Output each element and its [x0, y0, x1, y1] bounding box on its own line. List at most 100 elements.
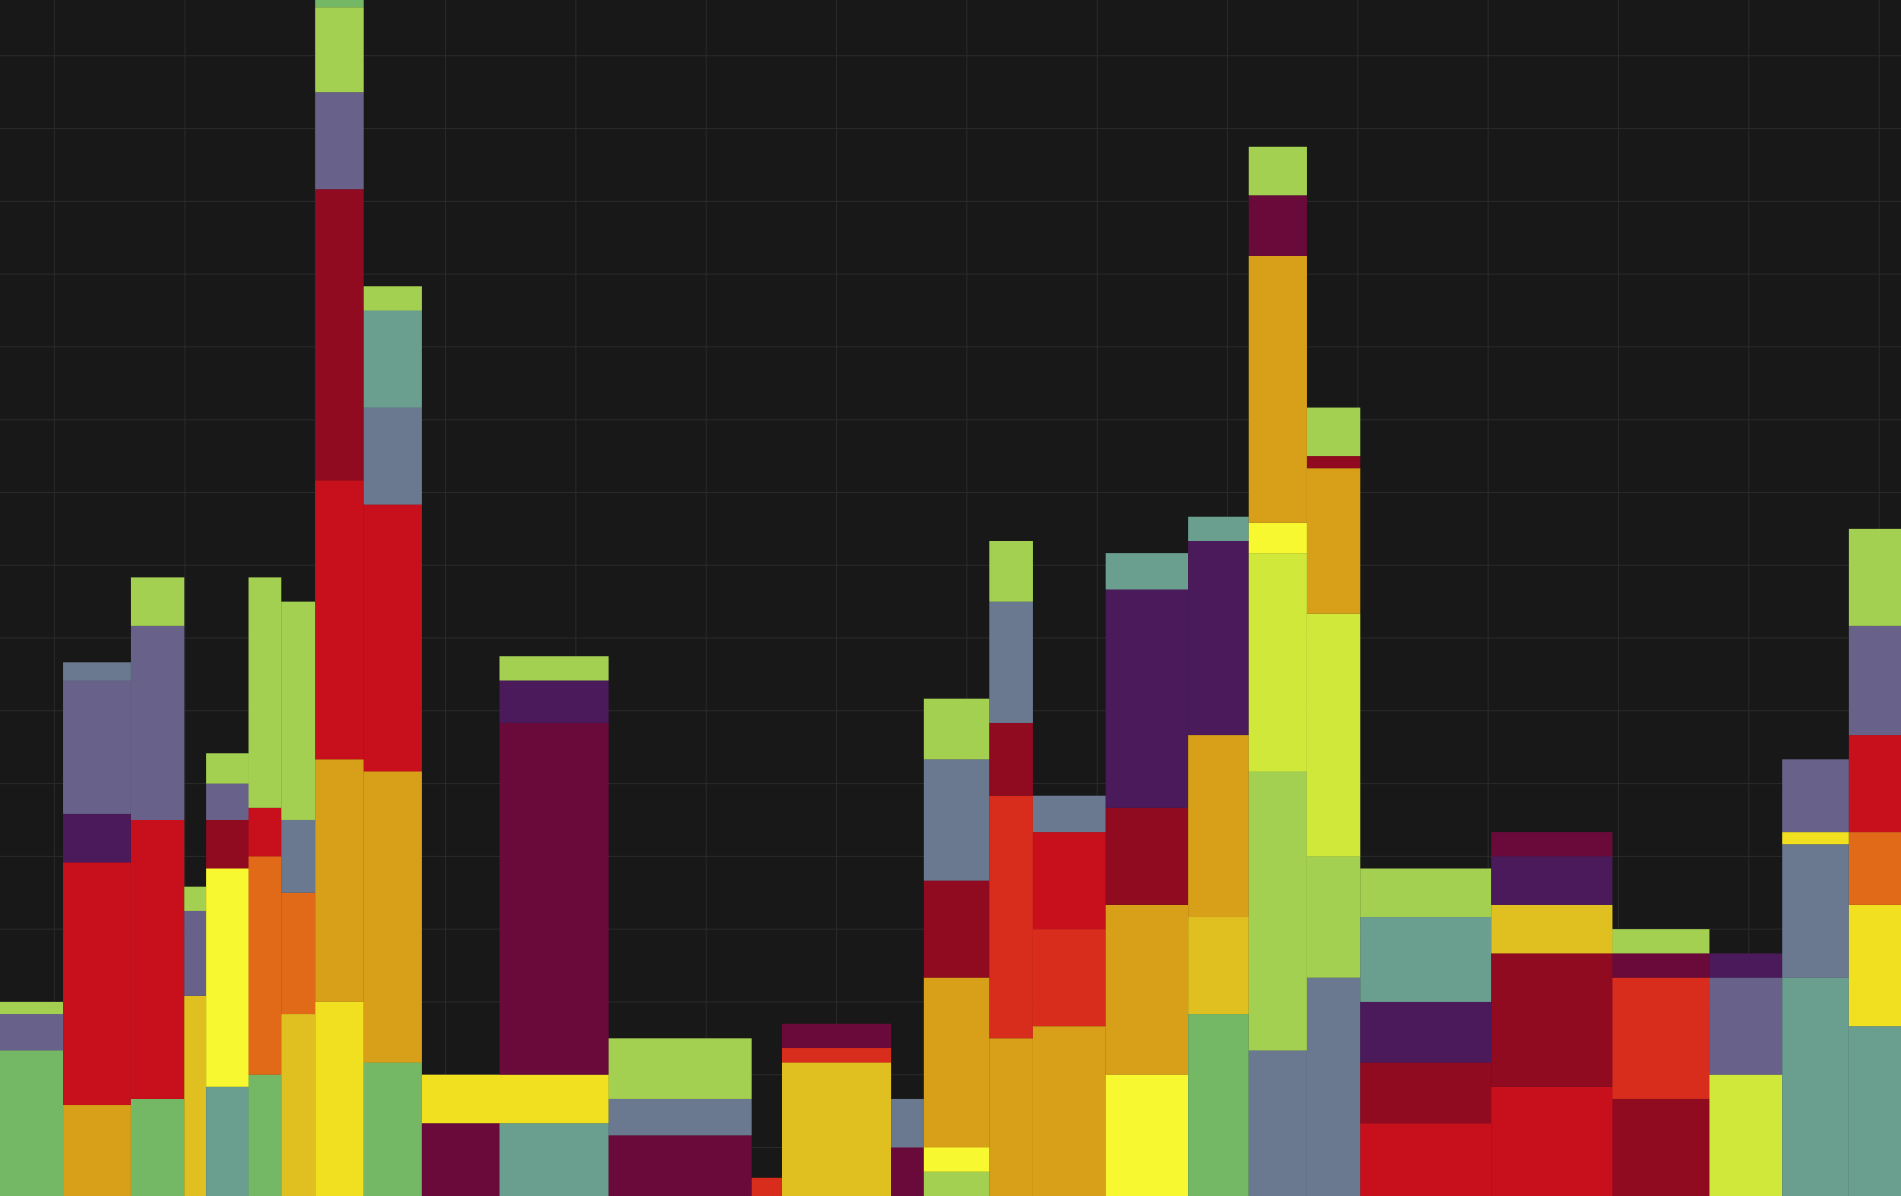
bar-segment-5-3 — [248, 577, 282, 808]
bar-segment-8-5 — [363, 286, 422, 311]
bar-segment-16-2 — [989, 722, 1033, 796]
bar-segment-7-4 — [315, 92, 364, 190]
bar-segment-8-1 — [363, 771, 422, 1063]
bar-segment-15-0 — [923, 1171, 990, 1196]
bar-segment-7-0 — [315, 1001, 364, 1196]
bar-segment-5-0 — [248, 1074, 282, 1196]
bar-segment-21-2 — [1306, 613, 1361, 857]
bar-segment-10-0 — [499, 1123, 609, 1196]
bar-segment-8-3 — [363, 407, 422, 505]
bar-segment-13-1 — [781, 1048, 892, 1063]
bar-segment-19-4 — [1188, 516, 1249, 541]
bar-segment-2-3 — [130, 577, 185, 626]
bar-segment-25-0 — [1709, 1074, 1783, 1196]
bar-segment-14-1 — [891, 1098, 924, 1148]
bar-segment-16-0 — [989, 1038, 1033, 1196]
bar-segment-27-4 — [1848, 625, 1901, 736]
bar-segment-20-4 — [1248, 255, 1307, 523]
bar-segment-15-3 — [923, 880, 990, 978]
bar-segment-19-3 — [1188, 540, 1249, 736]
bar-segment-23-1 — [1491, 953, 1613, 1087]
bar-segment-27-2 — [1848, 832, 1901, 905]
bar-segment-4-2 — [206, 819, 249, 869]
bar-segment-14-0 — [891, 1147, 924, 1196]
bar-segment-24-3 — [1612, 929, 1710, 954]
bar-segment-20-6 — [1248, 146, 1307, 196]
bar-segment-12-0 — [751, 1177, 782, 1196]
bar-segment-25-1 — [1709, 977, 1783, 1075]
bar-segment-27-3 — [1848, 735, 1901, 833]
bar-segment-21-5 — [1306, 407, 1361, 457]
bar-segment-24-1 — [1612, 977, 1710, 1099]
bar-segment-6-0 — [281, 1014, 316, 1196]
bar-segment-10-1 — [499, 1074, 609, 1124]
bar-segment-24-0 — [1612, 1098, 1710, 1196]
bar-segment-2-1 — [130, 819, 185, 1099]
bar-segment-11-0 — [608, 1135, 752, 1196]
bar-segment-22-4 — [1360, 868, 1492, 918]
bar-segment-9-1 — [421, 1074, 500, 1124]
bar-segment-27-1 — [1848, 904, 1901, 1027]
bar-segment-4-3 — [206, 783, 249, 820]
bar-segment-23-3 — [1491, 856, 1613, 905]
bar-segment-20-3 — [1248, 522, 1307, 554]
bar-segment-23-4 — [1491, 832, 1613, 857]
bar-segment-22-0 — [1360, 1123, 1492, 1196]
bar-segment-23-2 — [1491, 904, 1613, 954]
bar-segment-15-2 — [923, 977, 990, 1148]
bar-segment-0-2 — [0, 1001, 64, 1015]
bar-segment-21-4 — [1306, 456, 1361, 469]
bar-segment-22-3 — [1360, 917, 1492, 1002]
bar-segment-1-4 — [63, 662, 131, 681]
bar-segment-26-0 — [1782, 977, 1849, 1196]
bar-segment-25-2 — [1709, 953, 1783, 978]
bar-segment-3-0 — [184, 995, 207, 1196]
bar-segment-18-1 — [1105, 904, 1189, 1075]
bar-segment-8-2 — [363, 504, 422, 772]
bar-segment-7-6 — [315, 0, 364, 8]
bar-segment-21-1 — [1306, 856, 1361, 978]
bar-segment-5-1 — [248, 856, 282, 1075]
bar-segment-19-0 — [1188, 1014, 1249, 1196]
bar-segment-13-2 — [781, 1023, 892, 1049]
bar-segment-15-1 — [923, 1147, 990, 1172]
bar-segment-1-3 — [63, 680, 131, 814]
bar-segment-6-1 — [281, 892, 316, 1015]
bar-segment-3-1 — [184, 910, 207, 996]
bar-segment-19-2 — [1188, 735, 1249, 918]
bar-segment-16-4 — [989, 540, 1033, 602]
bar-segment-16-3 — [989, 601, 1033, 723]
bar-segment-7-2 — [315, 480, 364, 760]
bar-segment-22-1 — [1360, 1062, 1492, 1124]
bar-segment-22-2 — [1360, 1001, 1492, 1063]
bar-segment-23-0 — [1491, 1086, 1613, 1196]
bar-segment-0-1 — [0, 1014, 64, 1051]
bar-segment-8-4 — [363, 310, 422, 408]
bar-segment-26-3 — [1782, 759, 1849, 833]
bar-segment-1-1 — [63, 862, 131, 1106]
bar-segment-7-1 — [315, 759, 364, 1002]
bar-segment-10-3 — [499, 680, 609, 723]
bar-segment-8-0 — [363, 1062, 422, 1196]
bar-segment-9-0 — [421, 1123, 500, 1196]
bar-segment-17-2 — [1032, 832, 1106, 930]
bar-segment-20-0 — [1248, 1050, 1307, 1196]
bar-segment-18-0 — [1105, 1074, 1189, 1196]
bar-segment-20-1 — [1248, 771, 1307, 1051]
bar-segment-4-0 — [206, 1086, 249, 1196]
bar-segment-17-3 — [1032, 795, 1106, 833]
bar-segment-5-2 — [248, 807, 282, 857]
bar-segment-7-5 — [315, 7, 364, 93]
bar-segment-15-5 — [923, 698, 990, 760]
bar-segment-2-0 — [130, 1098, 185, 1196]
bar-segment-10-2 — [499, 722, 609, 1075]
bar-segment-27-0 — [1848, 1026, 1901, 1196]
bar-segment-17-1 — [1032, 929, 1106, 1027]
bar-segment-7-3 — [315, 189, 364, 481]
bar-segment-18-4 — [1105, 553, 1189, 590]
bar-segment-4-4 — [206, 753, 249, 784]
bar-segment-24-2 — [1612, 953, 1710, 978]
